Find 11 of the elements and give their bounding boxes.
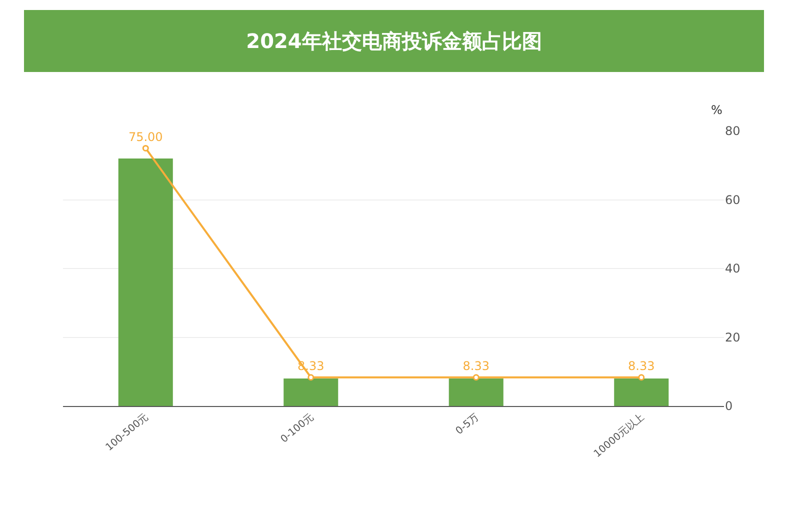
y-tick-label: 60 xyxy=(725,192,740,207)
y-tick-label: 20 xyxy=(725,330,740,344)
y-tick-label: 80 xyxy=(725,124,740,138)
x-tick-label: 0-5万 xyxy=(454,412,482,438)
y-tick-label: 0 xyxy=(725,399,733,414)
y-tick-label: 40 xyxy=(725,262,740,276)
data-label: 75.00 xyxy=(128,130,163,144)
data-label: 8.33 xyxy=(462,359,490,374)
data-label: 8.33 xyxy=(628,359,655,374)
y-axis-title: % xyxy=(711,103,722,117)
chart-title: 2024年社交电商投诉金额占比图 xyxy=(24,10,764,72)
